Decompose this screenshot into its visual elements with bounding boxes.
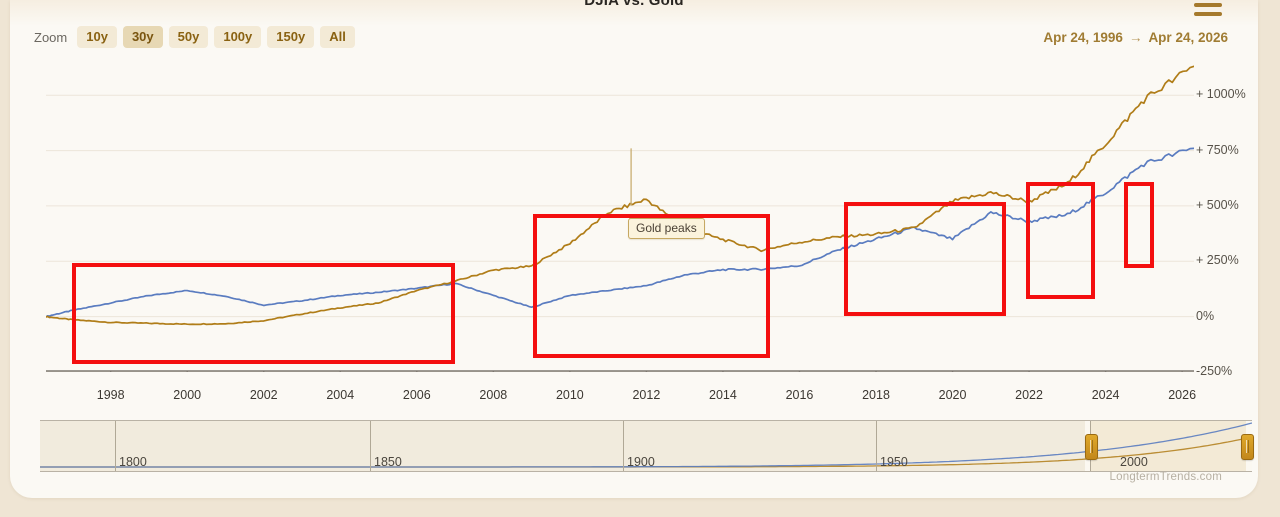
- range-button-10y[interactable]: 10y: [77, 26, 117, 48]
- date-range-start: Apr 24, 1996: [1043, 30, 1123, 45]
- date-range-end: Apr 24, 2026: [1148, 30, 1228, 45]
- navigator-selection[interactable]: [1090, 421, 1246, 471]
- highlight-box-2: [533, 214, 770, 358]
- handle-grip-b: [1092, 440, 1093, 453]
- x-tick-label: 1998: [96, 388, 125, 402]
- x-tick-label: 2004: [326, 388, 355, 402]
- range-button-50y[interactable]: 50y: [168, 26, 209, 48]
- navigator-gridline-1800: [115, 421, 116, 471]
- y-tick-label: + 250%: [1196, 253, 1239, 268]
- x-tick-label: 2024: [1091, 388, 1120, 402]
- nav-handle-right[interactable]: [1241, 434, 1254, 460]
- x-tick-label: 2026: [1168, 388, 1197, 402]
- navigator-gridline-1950: [876, 421, 877, 471]
- navigator-tick-2000: 2000: [1120, 455, 1148, 469]
- watermark: LongtermTrends.com: [1109, 471, 1222, 483]
- x-tick-label: 2000: [173, 388, 202, 402]
- y-tick-label: + 750%: [1196, 142, 1239, 157]
- navigator-tick-1900: 1900: [627, 455, 655, 469]
- range-button-150y[interactable]: 150y: [267, 26, 315, 48]
- x-tick-label: 2012: [632, 388, 661, 402]
- x-tick-label: 2022: [1015, 388, 1043, 402]
- navigator-tick-1950: 1950: [880, 455, 908, 469]
- hamburger-bar-2: [1194, 3, 1222, 7]
- handle-grip-a: [1090, 440, 1091, 453]
- y-tick-label: -250%: [1196, 364, 1233, 378]
- date-range-display: Apr 24, 1996 → Apr 24, 2026: [1043, 30, 1228, 45]
- navigator-tick-1850: 1850: [374, 455, 402, 469]
- highlight-box-4: [1026, 182, 1095, 299]
- x-tick-label: 2008: [479, 388, 508, 402]
- navigator-gridline-1900: [623, 421, 624, 471]
- range-button-30y[interactable]: 30y: [122, 26, 163, 48]
- handle-grip-a: [1246, 440, 1247, 453]
- navigator[interactable]: 1800 1850 1900 1950 2000: [40, 420, 1254, 472]
- y-tick-label: 0%: [1196, 308, 1215, 323]
- x-tick-label: 2002: [249, 388, 278, 402]
- range-selector-label: Zoom: [34, 29, 68, 45]
- x-tick-label: 2006: [402, 388, 431, 402]
- x-tick-label: 2010: [555, 388, 584, 402]
- annotation-gold-peaks[interactable]: Gold peaks: [628, 218, 705, 239]
- y-tick-label: + 500%: [1196, 197, 1239, 212]
- x-tick-label: 2014: [709, 388, 737, 402]
- page-title: DJIA vs. Gold: [584, 0, 684, 9]
- x-tick-label: 2016: [785, 388, 814, 402]
- hamburger-bar-3: [1194, 12, 1222, 16]
- range-button-all[interactable]: All: [320, 26, 355, 48]
- navigator-tick-1800: 1800: [119, 455, 147, 469]
- range-button-100y[interactable]: 100y: [214, 26, 262, 48]
- navigator-sparkline: [40, 422, 1252, 468]
- range-selector: Zoom 10y 30y 50y 100y 150y All: [34, 26, 355, 48]
- nav-handle-left[interactable]: [1085, 434, 1098, 460]
- highlight-box-1: [72, 263, 455, 364]
- x-axis-labels: 1998 2000 2002 2004 2006 2008 2010 2012 2014 2016…: [46, 388, 1197, 408]
- date-range-arrow-icon: →: [1128, 30, 1143, 45]
- navigator-gridline-1850: [370, 421, 371, 471]
- navigator-inner: 1800 1850 1900 1950 2000: [40, 421, 1252, 471]
- handle-grip-b: [1248, 440, 1249, 453]
- highlight-box-5: [1124, 182, 1154, 268]
- x-tick-label: 2018: [862, 388, 890, 402]
- card-top-gradient: [10, 0, 1258, 26]
- y-axis-labels: + 1000% + 750% + 500% + 250% 0% -250%: [1196, 62, 1258, 382]
- y-tick-label: + 1000%: [1196, 87, 1246, 102]
- chart-card: DJIA vs. Gold Zoom 10y 30y 50y 100y 150y…: [10, 0, 1258, 498]
- hamburger-icon[interactable]: [1194, 0, 1222, 18]
- x-tick-label: 2020: [938, 388, 967, 402]
- highlight-box-3: [844, 202, 1006, 316]
